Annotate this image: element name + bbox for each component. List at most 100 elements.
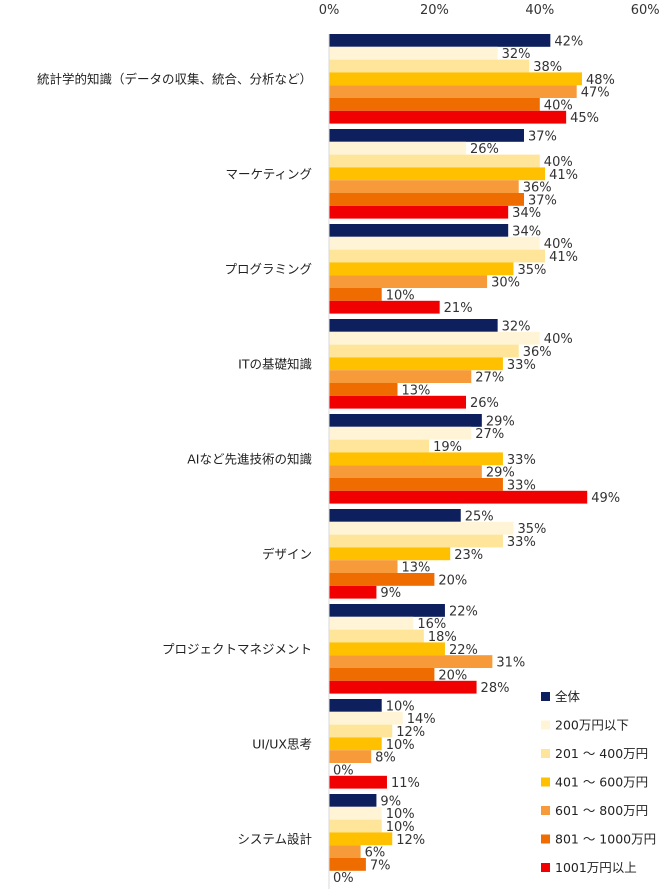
bar <box>329 794 377 807</box>
bar <box>329 167 546 181</box>
category-label: プログラミング <box>224 261 312 276</box>
bar <box>329 46 498 60</box>
value-label: 32% <box>502 47 531 62</box>
value-label: 40% <box>544 155 573 170</box>
value-label: 26% <box>470 396 499 411</box>
legend-swatch <box>541 692 550 701</box>
value-label: 20% <box>438 573 467 588</box>
bar <box>329 224 509 237</box>
bar <box>329 129 524 142</box>
value-label: 35% <box>517 263 546 278</box>
value-label: 9% <box>380 586 401 601</box>
bar <box>329 724 393 738</box>
category-label: AIなど先進技術の知識 <box>187 451 312 466</box>
bar <box>329 509 461 522</box>
bar <box>329 680 477 694</box>
bar <box>329 534 503 548</box>
bar <box>329 426 472 440</box>
bar <box>329 478 503 491</box>
bar <box>329 180 519 193</box>
value-label: 19% <box>433 440 462 455</box>
bar <box>329 205 509 219</box>
value-label: 8% <box>375 751 396 766</box>
value-label: 18% <box>428 630 457 645</box>
value-label: 27% <box>475 371 504 386</box>
value-label: 34% <box>512 224 541 239</box>
value-label: 49% <box>591 491 620 506</box>
bar <box>329 711 403 725</box>
bar <box>329 288 382 301</box>
value-label: 32% <box>502 319 531 334</box>
value-label: 31% <box>496 656 525 671</box>
value-label: 37% <box>528 129 557 144</box>
bar <box>329 642 445 656</box>
value-label: 22% <box>449 643 478 658</box>
bar <box>329 414 482 427</box>
value-label: 10% <box>386 288 415 303</box>
value-label: 37% <box>528 193 557 208</box>
value-label: 7% <box>370 858 391 873</box>
value-label: 14% <box>407 712 436 727</box>
bar <box>329 655 493 668</box>
bar <box>329 465 482 478</box>
bar <box>329 85 577 98</box>
x-tick-label: 60% <box>631 3 660 18</box>
category-label: システム設計 <box>237 831 312 846</box>
value-label: 40% <box>544 237 573 252</box>
value-label: 10% <box>386 699 415 714</box>
bar <box>329 236 540 250</box>
bar <box>329 110 567 124</box>
bar <box>329 806 382 820</box>
bar <box>329 262 514 276</box>
category-label: プロジェクトマネジメント <box>162 641 312 656</box>
bar <box>329 775 387 789</box>
bar <box>329 560 398 573</box>
legend-swatch <box>541 777 550 787</box>
value-label: 27% <box>475 427 504 442</box>
x-tick-label: 0% <box>319 3 340 18</box>
value-label: 41% <box>549 250 578 265</box>
bar <box>329 319 498 332</box>
bar <box>329 750 372 763</box>
value-label: 10% <box>386 820 415 835</box>
value-label: 10% <box>386 738 415 753</box>
legend-label: 1001万円以上 <box>555 860 637 875</box>
bar <box>329 573 435 586</box>
value-label: 0% <box>333 871 354 886</box>
value-label: 33% <box>507 358 536 373</box>
value-label: 20% <box>438 668 467 683</box>
value-label: 13% <box>402 561 431 576</box>
legend-label: 801 ～ 1000万円 <box>555 832 656 847</box>
value-label: 33% <box>507 478 536 493</box>
bar <box>329 383 398 396</box>
category-label: デザイン <box>262 546 312 561</box>
legend-label: 601 ～ 800万円 <box>555 803 648 818</box>
value-label: 33% <box>507 453 536 468</box>
value-label: 41% <box>549 168 578 183</box>
bar <box>329 585 377 599</box>
value-label: 45% <box>570 111 599 126</box>
x-tick-label: 20% <box>420 3 449 18</box>
bar <box>329 490 588 504</box>
value-label: 35% <box>517 522 546 537</box>
value-label: 28% <box>481 681 510 696</box>
value-label: 23% <box>454 548 483 563</box>
value-label: 47% <box>581 86 610 101</box>
category-label: 統計学的知識（データの収集、統合、分析など） <box>37 71 312 86</box>
bar <box>329 439 430 453</box>
value-label: 25% <box>465 509 494 524</box>
value-label: 22% <box>449 604 478 619</box>
legend-swatch <box>541 806 550 815</box>
bar <box>329 521 514 535</box>
bar <box>329 300 440 314</box>
value-labels: 42%32%38%48%47%40%45%37%26%40%41%36%37%3… <box>333 34 620 886</box>
bar <box>329 668 435 681</box>
bar <box>329 141 467 155</box>
value-label: 6% <box>365 846 386 861</box>
value-label: 11% <box>391 776 420 791</box>
value-label: 34% <box>512 206 541 221</box>
bar <box>329 72 582 86</box>
bar <box>329 59 530 73</box>
legend-swatch <box>541 720 550 730</box>
